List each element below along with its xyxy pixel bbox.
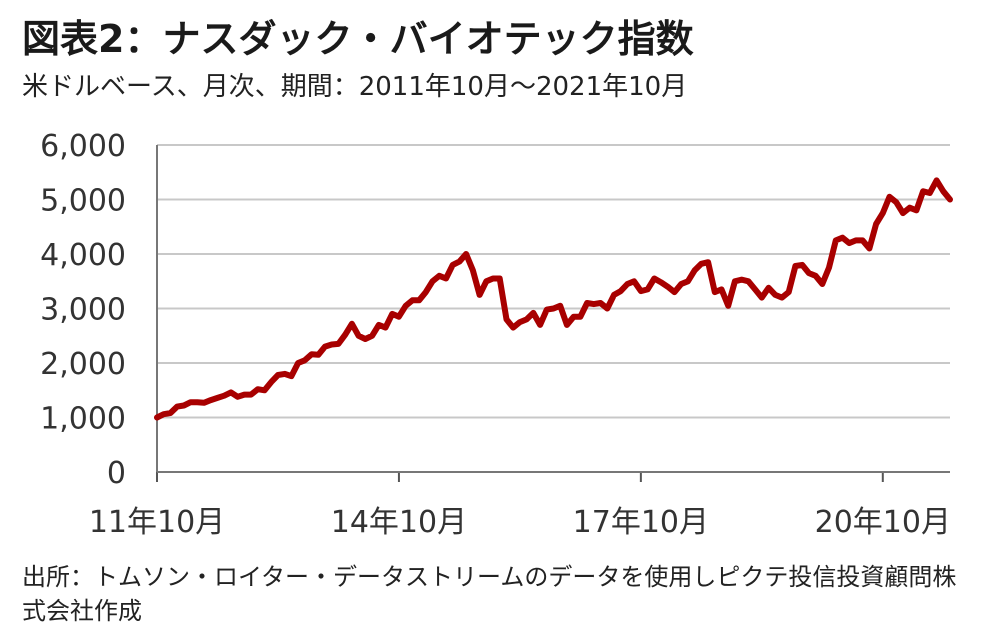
chart-subtitle: 米ドルベース、月次、期間：2011年10月～2021年10月	[22, 72, 688, 102]
x-axis-ticks: 11年10月 14年10月 17年10月 20年10月	[89, 472, 951, 540]
x-tick-label: 14年10月	[331, 505, 467, 540]
y-axis-ticks: 0 1,000 2,000 3,000 4,000 5,000 6,000	[40, 129, 126, 491]
x-tick-label: 11年10月	[89, 505, 225, 540]
y-tick-label: 2,000	[40, 347, 126, 382]
y-tick-label: 5,000	[40, 184, 126, 219]
source-note: 出所：トムソン・ロイター・データストリームのデータを使用しピクテ投信投資顧問株式…	[22, 563, 957, 625]
line-chart: 0 1,000 2,000 3,000 4,000 5,000 6,000 11年10月 14…	[40, 129, 953, 540]
y-tick-label: 0	[107, 456, 126, 491]
y-tick-label: 3,000	[40, 293, 126, 328]
series-lines	[154, 177, 953, 421]
chart-title: 図表2：ナスダック・バイオテック指数	[22, 17, 694, 61]
y-tick-label: 4,000	[40, 238, 126, 273]
x-tick-label: 20年10月	[815, 505, 951, 540]
x-tick-label: 17年10月	[573, 505, 709, 540]
series-line	[154, 177, 953, 421]
y-tick-label: 6,000	[40, 129, 126, 164]
y-tick-label: 1,000	[40, 402, 126, 437]
